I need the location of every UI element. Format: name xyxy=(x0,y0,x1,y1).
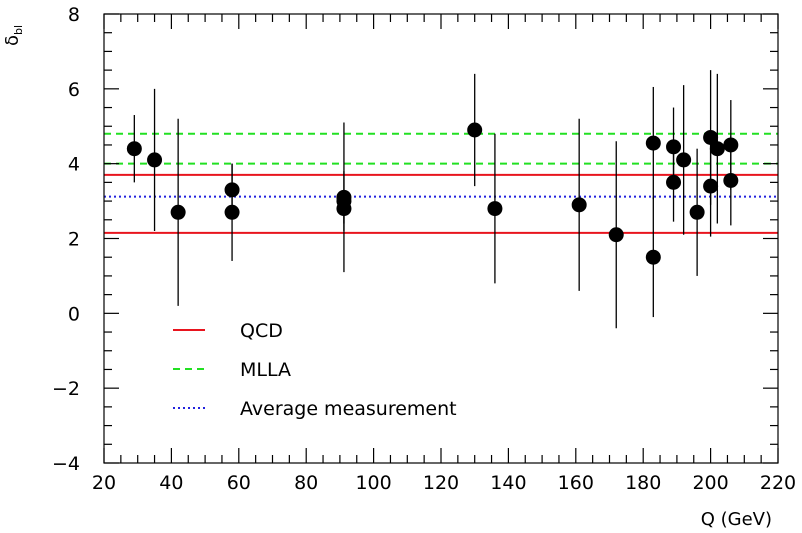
y-tick-label: 8 xyxy=(68,4,80,26)
y-tick-label: 6 xyxy=(68,79,80,101)
reference-lines xyxy=(104,132,778,234)
error-bars xyxy=(133,70,732,329)
data-point xyxy=(608,227,624,243)
x-tick-label: 200 xyxy=(692,472,728,494)
y-tick-label: −4 xyxy=(52,453,80,475)
data-point xyxy=(666,174,682,190)
y-tick-label: 2 xyxy=(68,229,80,251)
data-point xyxy=(571,197,587,213)
data-point xyxy=(645,135,661,151)
legend-label: QCD xyxy=(240,320,283,342)
data-point xyxy=(689,204,705,220)
axis-ticks xyxy=(103,13,779,464)
data-point xyxy=(703,129,719,145)
data-points xyxy=(126,122,739,265)
y-axis-label-subscript: bl xyxy=(12,25,25,35)
y-tick-label: 0 xyxy=(68,303,80,325)
x-axis-label: Q (GeV) xyxy=(701,509,772,530)
data-point xyxy=(147,152,163,168)
legend: QCD MLLA Average measurement xyxy=(173,320,457,420)
data-point xyxy=(666,139,682,155)
data-point xyxy=(709,141,725,157)
y-tick-label: 4 xyxy=(68,154,80,176)
y-axis-label: δbl xyxy=(2,25,25,46)
data-point xyxy=(336,201,352,217)
data-point xyxy=(645,249,661,265)
data-point xyxy=(703,178,719,194)
x-tick-label: 160 xyxy=(558,472,594,494)
x-tick-label: 40 xyxy=(159,472,183,494)
x-tick-label: 80 xyxy=(294,472,318,494)
x-tick-label: 100 xyxy=(355,472,391,494)
legend-label: MLLA xyxy=(240,359,291,381)
x-tick-label: 20 xyxy=(92,472,116,494)
data-point xyxy=(723,173,739,189)
legend-label: Average measurement xyxy=(240,398,457,420)
data-point xyxy=(676,152,692,168)
tick-labels: 20 40 60 80 100 120 140 160 180 200 220 −4 −2 0 2 4 6 8 xyxy=(52,4,796,494)
x-tick-label: 120 xyxy=(423,472,459,494)
x-tick-label: 180 xyxy=(625,472,661,494)
x-tick-label: 220 xyxy=(760,472,796,494)
y-tick-label: −2 xyxy=(52,378,80,400)
data-point xyxy=(224,204,240,220)
x-tick-label: 60 xyxy=(227,472,251,494)
data-point xyxy=(224,182,240,198)
plot-frame xyxy=(103,13,779,464)
data-point xyxy=(723,137,739,153)
x-tick-label: 140 xyxy=(490,472,526,494)
data-point xyxy=(170,204,186,220)
data-point xyxy=(126,141,142,157)
data-point xyxy=(467,122,483,138)
data-point xyxy=(487,201,503,217)
